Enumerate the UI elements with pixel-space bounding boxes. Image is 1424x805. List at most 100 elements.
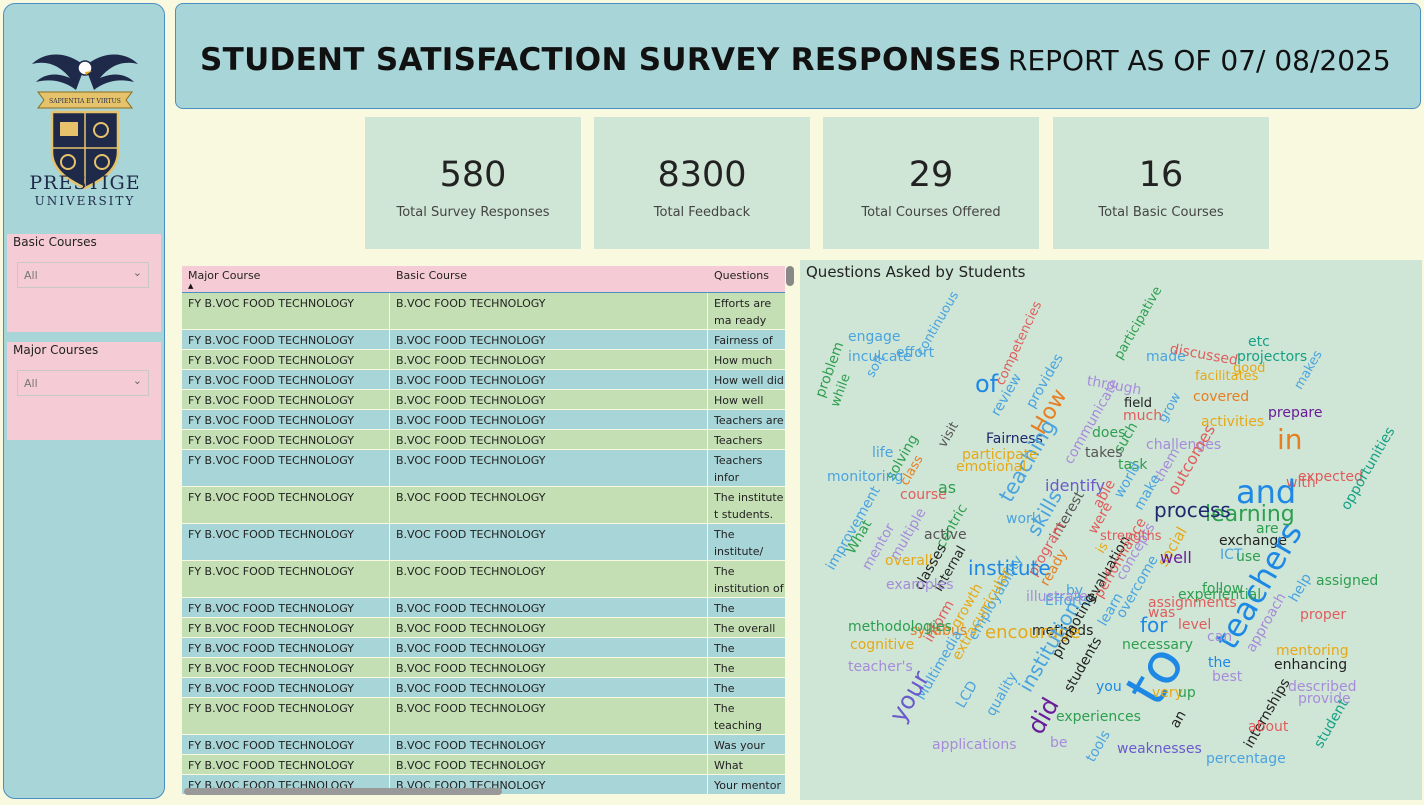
cloud-word[interactable]: Fairness	[986, 431, 1043, 447]
cloud-word[interactable]: competencies	[993, 298, 1046, 388]
cloud-word[interactable]: you	[1096, 679, 1122, 695]
major-courses-dropdown[interactable]: All ⌄	[17, 370, 149, 396]
cloud-word[interactable]: was	[1148, 605, 1176, 621]
horizontal-scrollbar[interactable]	[184, 788, 502, 795]
cloud-word[interactable]: active	[924, 527, 967, 543]
table-row[interactable]: FY B.VOC FOOD TECHNOLOGY B.VOC FOOD TECHN…	[182, 370, 785, 390]
cloud-word[interactable]: projectors	[1237, 349, 1308, 365]
cloud-word[interactable]: very	[1152, 685, 1183, 701]
cloud-word[interactable]: grow	[1155, 390, 1185, 426]
table-row[interactable]: FY B.VOC FOOD TECHNOLOGY B.VOC FOOD TECHN…	[182, 293, 785, 344]
cloud-word[interactable]: course	[900, 487, 947, 503]
table-row[interactable]: FY B.VOC FOOD TECHNOLOGY B.VOC FOOD TECHN…	[182, 561, 785, 612]
cloud-word[interactable]: examples	[886, 577, 954, 593]
cloud-word[interactable]: participate	[962, 447, 1038, 463]
cloud-word[interactable]: task	[1118, 457, 1148, 473]
cloud-word[interactable]: proper	[1300, 607, 1347, 623]
cloud-word[interactable]: process	[1154, 498, 1231, 522]
cloud-word[interactable]: methodologies	[848, 619, 952, 635]
cloud-word[interactable]: emotional	[956, 459, 1027, 475]
cloud-word[interactable]: be	[1050, 735, 1068, 751]
table-row[interactable]: FY B.VOC FOOD TECHNOLOGY B.VOC FOOD TECHN…	[182, 755, 785, 789]
cloud-word[interactable]: engage	[848, 329, 901, 345]
cloud-word[interactable]: strengths	[1100, 529, 1162, 544]
cloud-word[interactable]: well	[1160, 548, 1192, 567]
cloud-word[interactable]: good	[1233, 361, 1266, 376]
cloud-word[interactable]: for	[1140, 613, 1168, 637]
cloud-word[interactable]: help	[1286, 570, 1316, 605]
cloud-word[interactable]: up	[1178, 685, 1196, 701]
cloud-word[interactable]: does	[1092, 425, 1126, 441]
cloud-word[interactable]: necessary	[1122, 637, 1194, 653]
cloud-word[interactable]: activities	[1201, 414, 1265, 430]
cloud-word[interactable]: use	[1236, 549, 1261, 565]
cloud-word[interactable]: identify	[1045, 476, 1106, 495]
cloud-word[interactable]: made	[1146, 349, 1186, 365]
table-row[interactable]: FY B.VOC FOOD TECHNOLOGY B.VOC FOOD TECHN…	[182, 658, 785, 692]
table-row[interactable]: FY B.VOC FOOD TECHNOLOGY B.VOC FOOD TECHN…	[182, 618, 785, 652]
cloud-word[interactable]: the	[1208, 655, 1231, 671]
cloud-word[interactable]: continuous	[913, 288, 963, 359]
cloud-word[interactable]: takes	[1085, 445, 1123, 461]
cloud-word[interactable]: as	[938, 478, 957, 497]
cloud-word[interactable]: experiential	[1178, 587, 1262, 603]
cloud-word[interactable]: inculcate	[848, 349, 912, 365]
table-row[interactable]: FY B.VOC FOOD TECHNOLOGY B.VOC FOOD TECHN…	[182, 524, 785, 592]
cloud-word[interactable]: syllabus	[910, 623, 967, 639]
cloud-word[interactable]: with	[1286, 475, 1316, 491]
cloud-word[interactable]: prepare	[1268, 405, 1323, 421]
cloud-word[interactable]: assignments	[1148, 595, 1237, 611]
cloud-word[interactable]: about	[1248, 719, 1289, 735]
cloud-word[interactable]: expected	[1298, 469, 1363, 485]
cloud-word[interactable]: experiences	[1056, 709, 1141, 725]
cloud-word[interactable]: challenges	[1146, 437, 1222, 453]
cloud-word[interactable]: described	[1288, 679, 1357, 695]
cloud-word[interactable]: life	[872, 445, 894, 461]
cloud-word[interactable]: quality	[983, 669, 1021, 719]
cloud-word[interactable]: much	[1123, 408, 1163, 424]
table-row[interactable]: FY B.VOC FOOD TECHNOLOGY B.VOC FOOD TECHN…	[182, 487, 785, 524]
cloud-word[interactable]: overall	[885, 553, 933, 569]
table-row[interactable]: FY B.VOC FOOD TECHNOLOGY B.VOC FOOD TECHN…	[182, 735, 785, 769]
column-header-basic-course[interactable]: Basic Course	[396, 269, 468, 282]
cloud-word[interactable]: visit	[935, 419, 962, 451]
cloud-word[interactable]: etc	[1248, 334, 1270, 350]
cloud-word[interactable]: LCD	[953, 678, 982, 711]
cloud-word[interactable]: provide	[1298, 691, 1351, 707]
cloud-word[interactable]: cognitive	[850, 637, 915, 653]
cloud-word[interactable]: learning	[1205, 502, 1295, 527]
cloud-word[interactable]: illustrate	[1026, 589, 1088, 605]
table-row[interactable]: FY B.VOC FOOD TECHNOLOGY B.VOC FOOD TECHN…	[182, 450, 785, 501]
cloud-word[interactable]: teacher's	[848, 659, 913, 675]
column-header-questions[interactable]: Questions	[714, 269, 769, 282]
vertical-scrollbar[interactable]	[786, 266, 794, 286]
table-row[interactable]: FY B.VOC FOOD TECHNOLOGY B.VOC FOOD TECHN…	[182, 330, 785, 364]
cloud-word[interactable]: best	[1212, 669, 1243, 685]
cloud-word[interactable]: field	[1124, 396, 1153, 411]
cloud-word[interactable]: facilitates	[1195, 369, 1259, 384]
cloud-word[interactable]: internships	[1241, 675, 1294, 751]
table-row[interactable]: FY B.VOC FOOD TECHNOLOGY B.VOC FOOD TECHN…	[182, 410, 785, 444]
table-row[interactable]: FY B.VOC FOOD TECHNOLOGY B.VOC FOOD TECHN…	[182, 638, 785, 672]
cloud-word[interactable]: can	[1207, 629, 1233, 645]
cloud-word[interactable]: follow	[1202, 581, 1244, 597]
cloud-word[interactable]: mentoring	[1276, 643, 1349, 659]
cloud-word[interactable]: weaknesses	[1117, 741, 1202, 757]
cloud-word[interactable]: institute	[968, 556, 1051, 580]
cloud-word[interactable]: tools	[1083, 727, 1114, 765]
cloud-word[interactable]: applications	[932, 737, 1017, 753]
cloud-word[interactable]: monitoring	[827, 469, 904, 485]
cloud-word[interactable]: of	[975, 370, 999, 398]
cloud-word[interactable]: percentage	[1206, 751, 1286, 767]
basic-courses-dropdown[interactable]: All ⌄	[17, 262, 149, 288]
cloud-word[interactable]: in	[1277, 423, 1303, 456]
cloud-word[interactable]: ICT	[1220, 547, 1243, 563]
table-row[interactable]: FY B.VOC FOOD TECHNOLOGY B.VOC FOOD TECHN…	[182, 598, 785, 632]
cloud-word[interactable]: effort	[896, 345, 935, 361]
cloud-word[interactable]: methods	[1032, 623, 1094, 639]
table-row[interactable]: FY B.VOC FOOD TECHNOLOGY B.VOC FOOD TECHN…	[182, 698, 785, 766]
cloud-word[interactable]: and	[1236, 473, 1297, 511]
cloud-word[interactable]: assigned	[1316, 573, 1379, 589]
table-row[interactable]: FY B.VOC FOOD TECHNOLOGY B.VOC FOOD TECHN…	[182, 678, 785, 712]
cloud-word[interactable]: exchange	[1219, 533, 1287, 549]
